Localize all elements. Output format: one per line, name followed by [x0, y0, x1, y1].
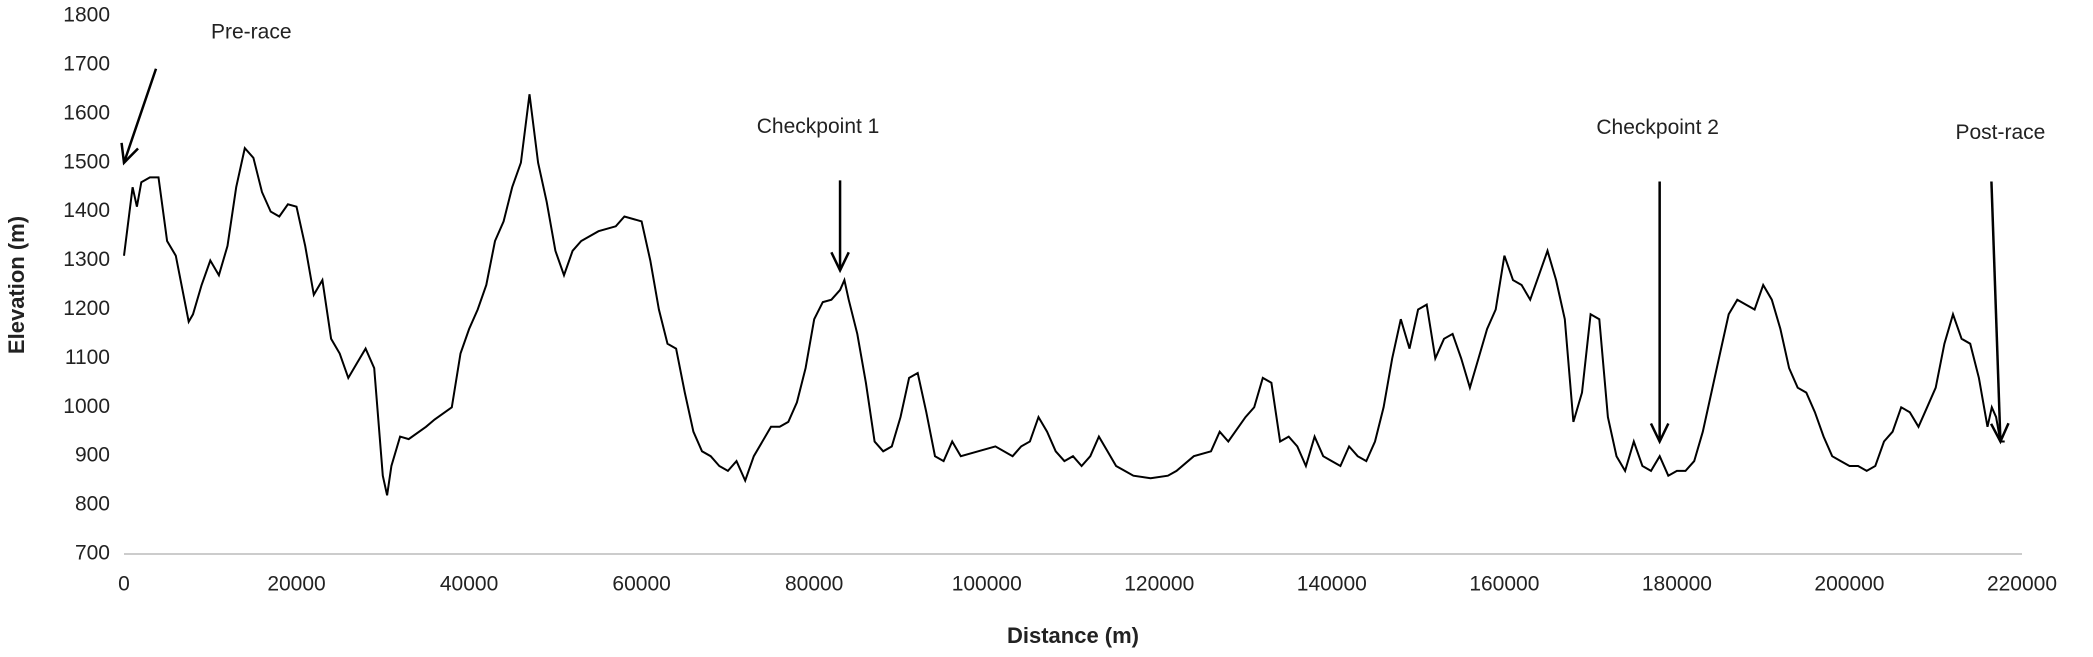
y-tick-label: 1500 — [63, 150, 110, 173]
arrow-head — [1990, 422, 2010, 445]
x-tick-label: 80000 — [785, 573, 843, 596]
y-axis-title: Elevation (m) — [4, 216, 29, 354]
y-tick-label: 1000 — [63, 395, 110, 418]
x-tick-label: 60000 — [612, 573, 670, 596]
x-tick-label: 0 — [118, 573, 130, 596]
y-tick-label: 1100 — [65, 346, 110, 369]
y-tick-label: 700 — [75, 542, 110, 565]
y-tick-label: 800 — [75, 493, 110, 516]
x-tick-label: 160000 — [1469, 573, 1539, 596]
y-tick-label: 1800 — [63, 4, 110, 27]
annotation-arrow — [122, 68, 158, 164]
x-tick-label: 220000 — [1987, 573, 2057, 596]
x-axis-title: Distance (m) — [1007, 623, 1139, 648]
annotation-arrow — [1990, 181, 2002, 442]
y-tick-label: 1400 — [63, 199, 110, 222]
x-tick-label: 200000 — [1814, 573, 1884, 596]
y-tick-label: 1600 — [63, 101, 110, 124]
x-tick-label: 120000 — [1124, 573, 1194, 596]
annotation-label: Checkpoint 1 — [757, 115, 880, 138]
y-tick-label: 1200 — [63, 297, 110, 320]
arrow-head — [1649, 422, 1670, 445]
x-tick-label: 100000 — [952, 573, 1022, 596]
x-tick-label: 40000 — [440, 573, 498, 596]
y-tick-label: 1700 — [63, 52, 110, 75]
y-tick-label: 900 — [75, 444, 110, 467]
arrow-head — [120, 142, 139, 166]
annotation-label: Post-race — [1955, 121, 2045, 144]
y-tick-label: 1300 — [63, 248, 110, 271]
x-tick-label: 140000 — [1297, 573, 1367, 596]
annotation-label: Pre-race — [211, 20, 292, 43]
arrow-head — [830, 251, 850, 274]
x-tick-label: 180000 — [1642, 573, 1712, 596]
elevation-line — [123, 94, 2005, 496]
x-tick-label: 20000 — [267, 573, 325, 596]
annotation-label: Checkpoint 2 — [1596, 116, 1719, 139]
